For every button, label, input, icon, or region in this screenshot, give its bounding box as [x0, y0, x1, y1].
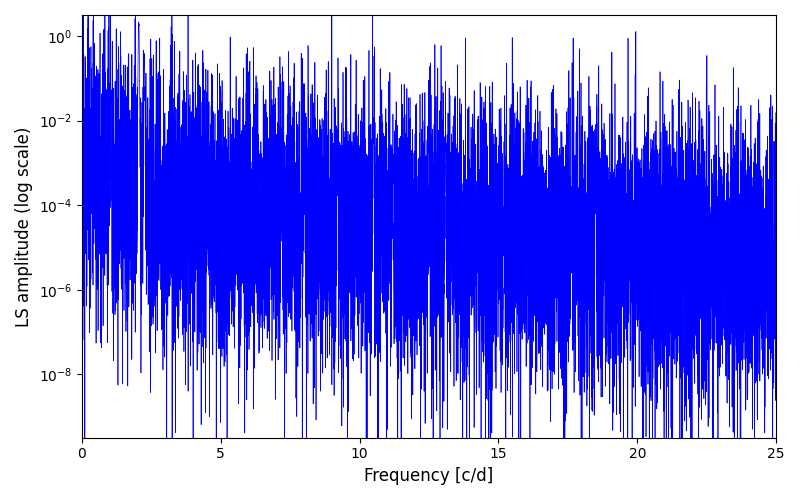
X-axis label: Frequency [c/d]: Frequency [c/d] [364, 467, 494, 485]
Y-axis label: LS amplitude (log scale): LS amplitude (log scale) [15, 126, 33, 326]
